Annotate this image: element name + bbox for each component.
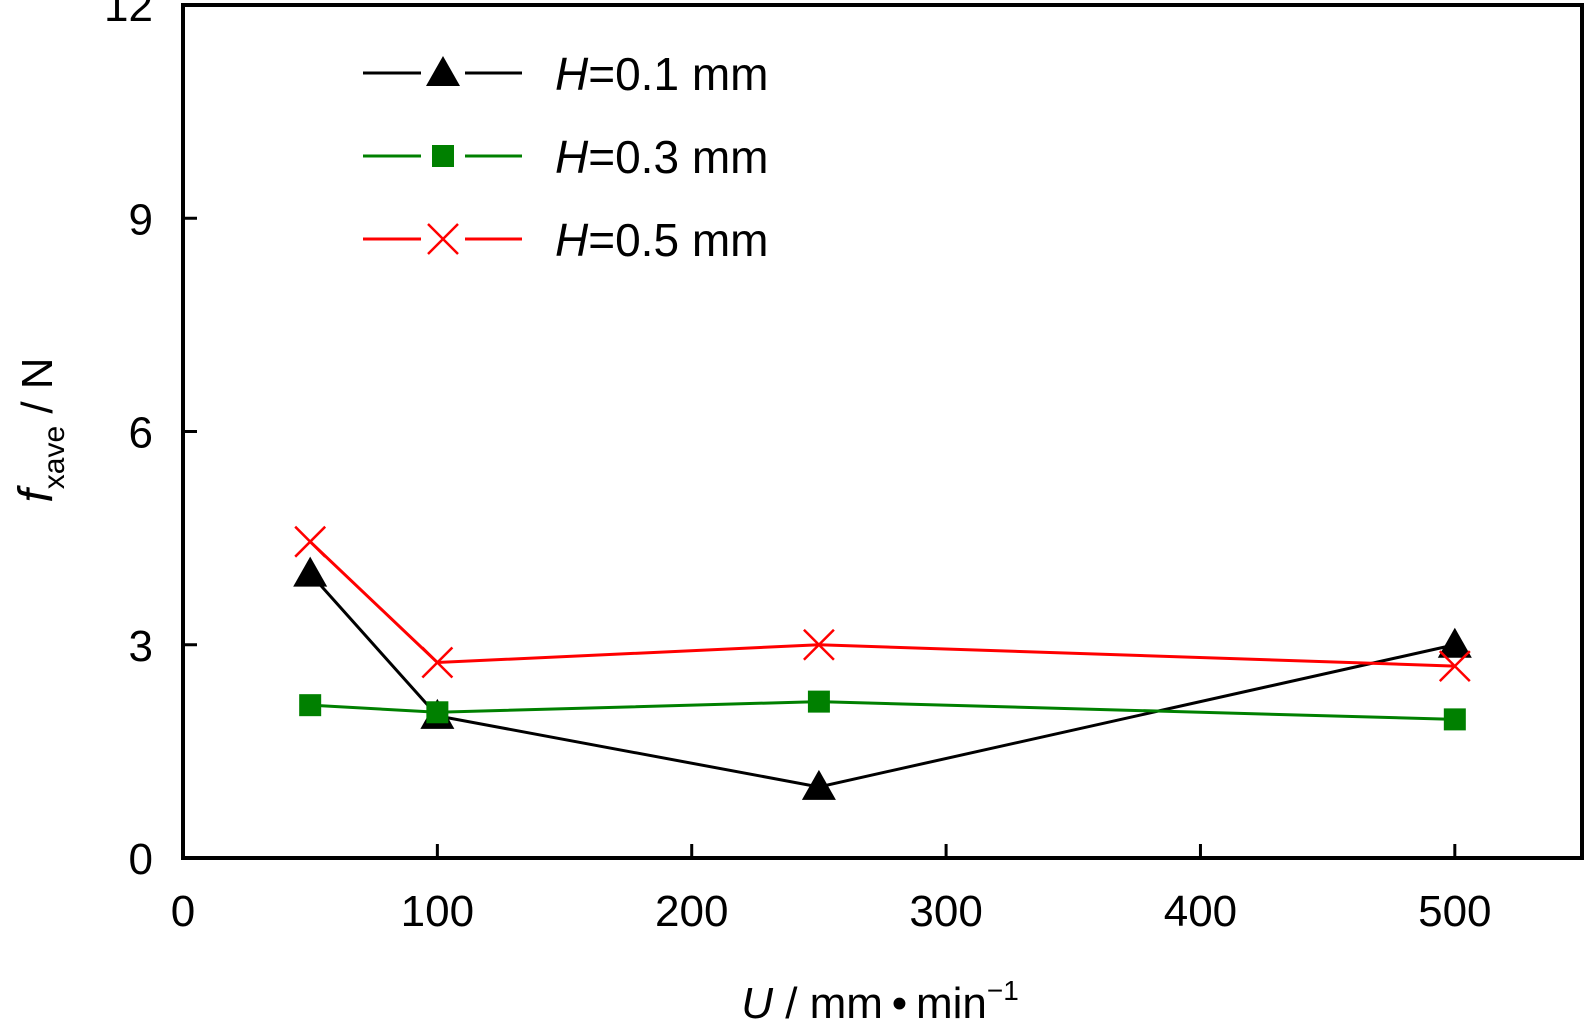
legend-marker bbox=[432, 145, 454, 167]
series-1-point bbox=[1437, 627, 1472, 658]
legend-label-var: H bbox=[555, 48, 589, 100]
y-axis-title: fxave / N bbox=[10, 357, 71, 502]
legend-marker bbox=[426, 56, 460, 86]
series-2-point bbox=[426, 701, 449, 724]
legend-label: H=0.1 mm bbox=[555, 48, 768, 100]
y-tick-label: 0 bbox=[129, 835, 153, 884]
series-3-point bbox=[294, 525, 327, 558]
legend-item-3: H=0.5 mm bbox=[363, 214, 768, 266]
x-axis-title: U / mm • min−1 bbox=[741, 975, 1019, 1028]
series-3-point-stroke-b bbox=[421, 646, 454, 679]
series-2-line bbox=[310, 700, 1455, 721]
series-lines bbox=[293, 525, 1472, 800]
series-3-point-stroke-b bbox=[294, 525, 327, 558]
series-2-point bbox=[807, 690, 830, 713]
plot-frame bbox=[181, 3, 1584, 860]
y-tick-label: 6 bbox=[129, 409, 153, 458]
legend-label-var: H bbox=[555, 131, 589, 183]
y-axis-title-unit: / N bbox=[13, 357, 62, 425]
series-1-line bbox=[309, 572, 1456, 789]
x-tick-label: 400 bbox=[1164, 887, 1237, 936]
x-tick-label: 500 bbox=[1418, 887, 1491, 936]
series-1 bbox=[293, 556, 1472, 800]
series-1-point bbox=[801, 769, 836, 800]
x-tick-label: 0 bbox=[171, 887, 195, 936]
series-3-point bbox=[421, 646, 454, 679]
x-tick-label: 200 bbox=[655, 887, 728, 936]
y-tick-label: 3 bbox=[129, 622, 153, 671]
x-axis-title-sup: −1 bbox=[987, 975, 1019, 1006]
legend-label: H=0.3 mm bbox=[555, 131, 768, 183]
legend-label-rest: =0.1 mm bbox=[588, 48, 768, 100]
x-axis-title-unit: / mm • min bbox=[773, 979, 987, 1028]
series-2-point bbox=[1443, 708, 1466, 731]
y-axis-title-sub: xave bbox=[38, 426, 71, 489]
legend-item-2: H=0.3 mm bbox=[363, 131, 768, 183]
legend-label-var: H bbox=[555, 214, 589, 266]
legend-item-1: H=0.1 mm bbox=[363, 48, 768, 100]
y-tick-label: 12 bbox=[104, 0, 153, 31]
legend-label: H=0.5 mm bbox=[555, 214, 768, 266]
axes: 0 100 200 300 400 500 0 3 6 9 12 bbox=[104, 0, 1584, 936]
series-3-line bbox=[309, 540, 1455, 668]
series-3-point-stroke-b bbox=[803, 628, 835, 661]
series-3-point bbox=[1438, 650, 1471, 682]
legend-marker-stroke-b bbox=[427, 223, 459, 255]
series-3 bbox=[294, 525, 1471, 682]
series-2 bbox=[299, 690, 1466, 731]
series-1-point bbox=[293, 556, 328, 587]
series-3-point-stroke-b bbox=[1438, 650, 1471, 682]
legend-label-rest: =0.3 mm bbox=[588, 131, 768, 183]
x-tick-label: 100 bbox=[401, 887, 474, 936]
legend-label-rest: =0.5 mm bbox=[588, 214, 768, 266]
series-2-point bbox=[299, 694, 322, 717]
series-3-point bbox=[803, 628, 835, 661]
legend-marker bbox=[427, 223, 459, 255]
x-axis-title-var: U bbox=[741, 979, 773, 1028]
y-tick-label: 9 bbox=[129, 195, 153, 244]
x-tick-label: 300 bbox=[909, 887, 982, 936]
legend: H=0.1 mmH=0.3 mmH=0.5 mm bbox=[363, 48, 768, 266]
